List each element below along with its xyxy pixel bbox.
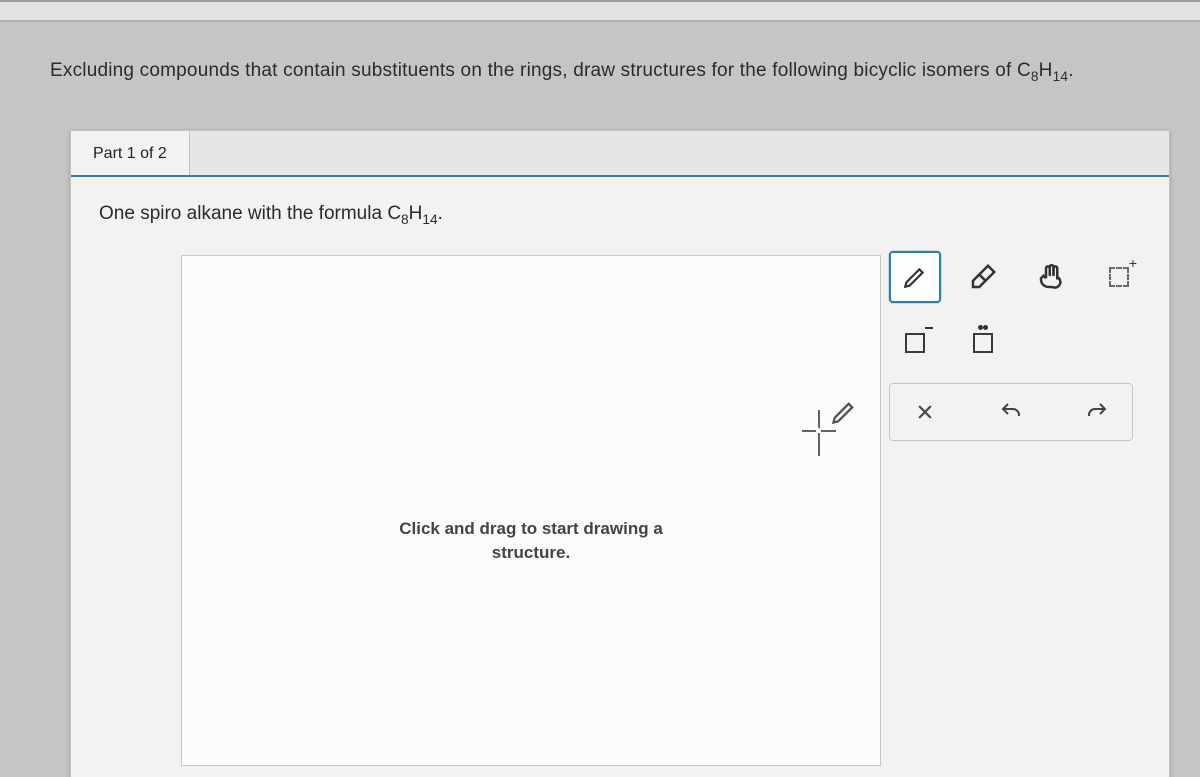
lone-pair-tool[interactable] xyxy=(957,317,1009,369)
tab-header: Part 1 of 2 xyxy=(71,131,1169,177)
question-card: Part 1 of 2 One spiro alkane with the fo… xyxy=(70,130,1170,777)
draw-tool[interactable] xyxy=(889,251,941,303)
page-root: Excluding compounds that contain substit… xyxy=(0,0,1200,777)
drawing-canvas[interactable]: Click and drag to start drawing a struct… xyxy=(181,255,881,766)
charge-plus-tool[interactable] xyxy=(1093,251,1145,303)
clear-button[interactable] xyxy=(905,392,945,432)
square-minus-icon xyxy=(905,333,925,353)
tool-palette xyxy=(889,251,1159,441)
question-text: Excluding compounds that contain substit… xyxy=(50,60,1160,84)
formula: C8H14 xyxy=(1017,60,1068,81)
pan-tool[interactable] xyxy=(1025,251,1077,303)
redo-button[interactable] xyxy=(1077,392,1117,432)
tab-part[interactable]: Part 1 of 2 xyxy=(71,131,190,175)
undo-icon xyxy=(999,400,1023,424)
cursor-hint-icon xyxy=(802,404,854,456)
tool-row-1 xyxy=(889,251,1159,303)
prompt-formula: C8H14 xyxy=(387,203,437,224)
square-dots-icon xyxy=(973,333,993,353)
x-icon xyxy=(915,402,935,422)
action-row xyxy=(889,383,1133,441)
question-prefix: Excluding compounds that contain substit… xyxy=(50,60,1017,81)
canvas-placeholder: Click and drag to start drawing a struct… xyxy=(399,517,663,565)
eraser-tool[interactable] xyxy=(957,251,1009,303)
undo-button[interactable] xyxy=(991,392,1031,432)
tool-row-2 xyxy=(889,317,1159,369)
redo-icon xyxy=(1085,400,1109,424)
part-prompt: One spiro alkane with the formula C8H14. xyxy=(71,177,1169,237)
eraser-icon xyxy=(968,262,998,292)
charge-minus-tool[interactable] xyxy=(889,317,941,369)
square-plus-icon xyxy=(1109,267,1129,287)
top-divider xyxy=(0,0,1200,22)
tab-label: Part 1 of 2 xyxy=(93,145,167,163)
pencil-icon xyxy=(902,264,928,290)
hand-icon xyxy=(1036,262,1066,292)
